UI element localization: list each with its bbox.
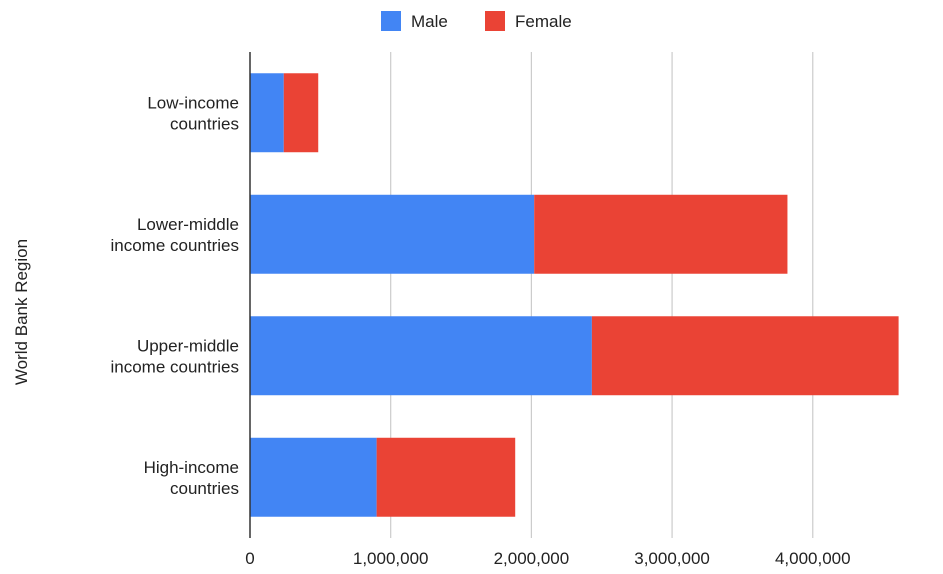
category-label-line: countries xyxy=(170,114,239,133)
category-label-line: income countries xyxy=(110,236,239,255)
x-tick-label: 1,000,000 xyxy=(353,549,429,568)
bars xyxy=(250,73,899,517)
bar-male-1 xyxy=(250,194,535,274)
legend-swatch-male xyxy=(381,11,401,31)
category-label-line: Upper-middle xyxy=(137,336,239,355)
y-axis-category-labels: Low-income countries Lower-middle income co… xyxy=(110,93,239,498)
bar-female-0 xyxy=(283,73,319,153)
y-axis-title: World Bank Region xyxy=(12,239,31,385)
legend: Male Female xyxy=(381,11,572,31)
bar-female-2 xyxy=(591,316,899,396)
category-label-line: High-income xyxy=(144,458,239,477)
category-label: Low-income countries xyxy=(147,93,239,133)
x-tick-label: 0 xyxy=(245,549,254,568)
category-label-line: countries xyxy=(170,479,239,498)
category-label-line: Low-income xyxy=(147,93,239,112)
category-label: Lower-middle income countries xyxy=(110,215,239,255)
bar-female-1 xyxy=(534,194,788,274)
legend-label-male: Male xyxy=(411,12,448,31)
x-axis-tick-labels: 0 1,000,000 2,000,000 3,000,000 4,000,000 xyxy=(245,549,850,568)
category-label-line: Lower-middle xyxy=(137,215,239,234)
bar-female-3 xyxy=(376,437,516,517)
bar-male-0 xyxy=(250,73,284,153)
bar-male-3 xyxy=(250,437,377,517)
legend-label-female: Female xyxy=(515,12,572,31)
category-label-line: income countries xyxy=(110,357,239,376)
legend-swatch-female xyxy=(485,11,505,31)
category-label: High-income countries xyxy=(144,458,239,498)
x-tick-label: 4,000,000 xyxy=(775,549,851,568)
category-label: Upper-middle income countries xyxy=(110,336,239,376)
x-tick-label: 3,000,000 xyxy=(634,549,710,568)
x-tick-label: 2,000,000 xyxy=(494,549,570,568)
bar-male-2 xyxy=(250,316,592,396)
